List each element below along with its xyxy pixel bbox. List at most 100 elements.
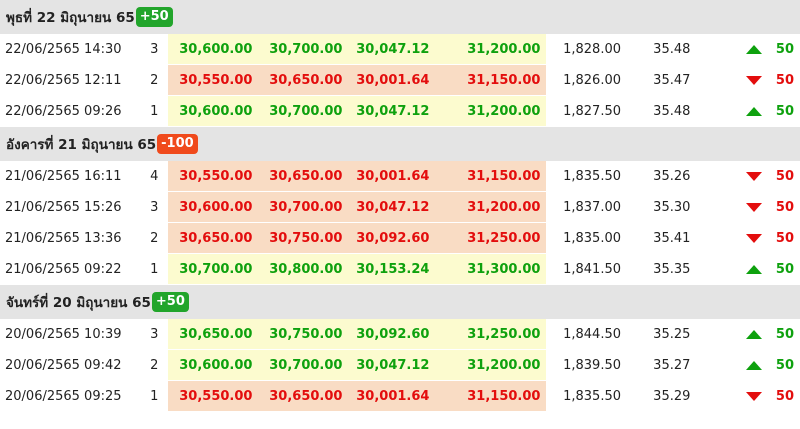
day-change-badge: +50 (135, 7, 173, 27)
gold-bar-sell-price: 30,750.00 (269, 230, 343, 246)
thb-exchange-rate: 35.25 (653, 326, 691, 342)
price-group: 30,650.00 30,750.00 30,092.60 31,250.00 (168, 319, 546, 349)
update-round: 3 (150, 326, 159, 342)
table-row: 20/06/2565 09:42 2 30,600.00 30,700.00 30,04… (0, 350, 800, 381)
price-change-value: 50 (775, 357, 794, 373)
gold-spot-price: 1,837.00 (563, 199, 621, 215)
thb-exchange-rate: 35.27 (653, 357, 691, 373)
price-change-value: 50 (775, 168, 794, 184)
thb-exchange-rate: 35.41 (653, 230, 691, 246)
gold-bar-buy-price: 30,550.00 (179, 388, 253, 404)
thb-exchange-rate: 35.47 (653, 72, 691, 88)
gold-bar-buy-price: 30,650.00 (179, 230, 253, 246)
price-change-value: 50 (775, 72, 794, 88)
table-row: 21/06/2565 09:22 1 30,700.00 30,800.00 30,15… (0, 254, 800, 285)
gold-jewelry-sell-price: 31,250.00 (467, 326, 541, 342)
gold-jewelry-sell-price: 31,150.00 (467, 388, 541, 404)
price-change: 50 (690, 381, 800, 411)
gold-jewelry-sell-price: 31,250.00 (467, 230, 541, 246)
thb-exchange-rate: 35.48 (653, 41, 691, 57)
price-change-value: 50 (775, 261, 794, 277)
table-row: 21/06/2565 15:26 3 30,600.00 30,700.00 30,04… (0, 192, 800, 223)
gold-jewelry-buy-price: 30,001.64 (356, 388, 430, 404)
price-change: 50 (690, 319, 800, 349)
triangle-up-icon (746, 106, 762, 116)
thb-exchange-rate: 35.26 (653, 168, 691, 184)
thb-exchange-rate: 35.48 (653, 103, 691, 119)
thb-exchange-rate: 35.35 (653, 261, 691, 277)
gold-jewelry-sell-price: 31,150.00 (467, 168, 541, 184)
gold-spot-price: 1,839.50 (563, 357, 621, 373)
gold-bar-sell-price: 30,650.00 (269, 388, 343, 404)
update-round: 1 (150, 103, 159, 119)
day-group-title: จันทร์ที่ 20 มิถุนายน 65 (6, 295, 151, 311)
price-change: 50 (690, 34, 800, 64)
table-row: 22/06/2565 09:26 1 30,600.00 30,700.00 30,04… (0, 96, 800, 127)
gold-bar-buy-price: 30,600.00 (179, 103, 253, 119)
update-datetime: 21/06/2565 09:22 (5, 261, 122, 277)
triangle-down-icon (746, 202, 762, 212)
table-row: 22/06/2565 14:30 3 30,600.00 30,700.00 30,04… (0, 34, 800, 65)
price-group: 30,650.00 30,750.00 30,092.60 31,250.00 (168, 223, 546, 253)
price-change-value: 50 (775, 388, 794, 404)
update-datetime: 21/06/2565 16:11 (5, 168, 122, 184)
day-group-header: พุธที่ 22 มิถุนายน 65 +50 (0, 0, 800, 34)
update-round: 3 (150, 199, 159, 215)
day-group-title: พุธที่ 22 มิถุนายน 65 (6, 10, 135, 26)
triangle-up-icon (746, 264, 762, 274)
update-datetime: 22/06/2565 12:11 (5, 72, 122, 88)
gold-bar-sell-price: 30,700.00 (269, 199, 343, 215)
price-group: 30,700.00 30,800.00 30,153.24 31,300.00 (168, 254, 546, 284)
price-change: 50 (690, 161, 800, 191)
update-datetime: 20/06/2565 09:25 (5, 388, 122, 404)
gold-bar-buy-price: 30,550.00 (179, 168, 253, 184)
triangle-down-icon (746, 75, 762, 85)
price-change-value: 50 (775, 41, 794, 57)
price-change-value: 50 (775, 199, 794, 215)
gold-spot-price: 1,835.50 (563, 388, 621, 404)
gold-bar-buy-price: 30,650.00 (179, 326, 253, 342)
price-change: 50 (690, 192, 800, 222)
gold-jewelry-sell-price: 31,200.00 (467, 41, 541, 57)
gold-bar-sell-price: 30,650.00 (269, 168, 343, 184)
gold-spot-price: 1,841.50 (563, 261, 621, 277)
price-group: 30,600.00 30,700.00 30,047.12 31,200.00 (168, 350, 546, 380)
gold-spot-price: 1,835.00 (563, 230, 621, 246)
table-row: 20/06/2565 09:25 1 30,550.00 30,650.00 30,00… (0, 381, 800, 412)
update-round: 4 (150, 168, 159, 184)
update-datetime: 20/06/2565 09:42 (5, 357, 122, 373)
triangle-down-icon (746, 171, 762, 181)
gold-jewelry-buy-price: 30,047.12 (356, 41, 430, 57)
day-group-title: อังคารที่ 21 มิถุนายน 65 (6, 137, 157, 153)
price-change-value: 50 (775, 230, 794, 246)
triangle-down-icon (746, 233, 762, 243)
gold-spot-price: 1,828.00 (563, 41, 621, 57)
thb-exchange-rate: 35.30 (653, 199, 691, 215)
gold-jewelry-buy-price: 30,001.64 (356, 72, 430, 88)
gold-spot-price: 1,844.50 (563, 326, 621, 342)
gold-bar-buy-price: 30,600.00 (179, 41, 253, 57)
gold-bar-buy-price: 30,700.00 (179, 261, 253, 277)
gold-price-history-table: พุธที่ 22 มิถุนายน 65 +50 22/06/2565 14:30… (0, 0, 800, 412)
gold-bar-buy-price: 30,550.00 (179, 72, 253, 88)
triangle-up-icon (746, 44, 762, 54)
day-group-header: จันทร์ที่ 20 มิถุนายน 65 +50 (0, 285, 800, 319)
price-group: 30,550.00 30,650.00 30,001.64 31,150.00 (168, 65, 546, 95)
gold-jewelry-buy-price: 30,092.60 (356, 326, 430, 342)
gold-jewelry-sell-price: 31,150.00 (467, 72, 541, 88)
price-group: 30,600.00 30,700.00 30,047.12 31,200.00 (168, 34, 546, 64)
table-row: 22/06/2565 12:11 2 30,550.00 30,650.00 30,00… (0, 65, 800, 96)
price-change-value: 50 (775, 103, 794, 119)
table-row: 21/06/2565 16:11 4 30,550.00 30,650.00 30,00… (0, 161, 800, 192)
gold-bar-sell-price: 30,700.00 (269, 357, 343, 373)
gold-spot-price: 1,826.00 (563, 72, 621, 88)
gold-spot-price: 1,835.50 (563, 168, 621, 184)
gold-bar-sell-price: 30,800.00 (269, 261, 343, 277)
gold-bar-sell-price: 30,700.00 (269, 41, 343, 57)
gold-spot-price: 1,827.50 (563, 103, 621, 119)
gold-bar-buy-price: 30,600.00 (179, 199, 253, 215)
price-change-value: 50 (775, 326, 794, 342)
update-datetime: 20/06/2565 10:39 (5, 326, 122, 342)
triangle-up-icon (746, 360, 762, 370)
day-group-header: อังคารที่ 21 มิถุนายน 65 -100 (0, 127, 800, 161)
